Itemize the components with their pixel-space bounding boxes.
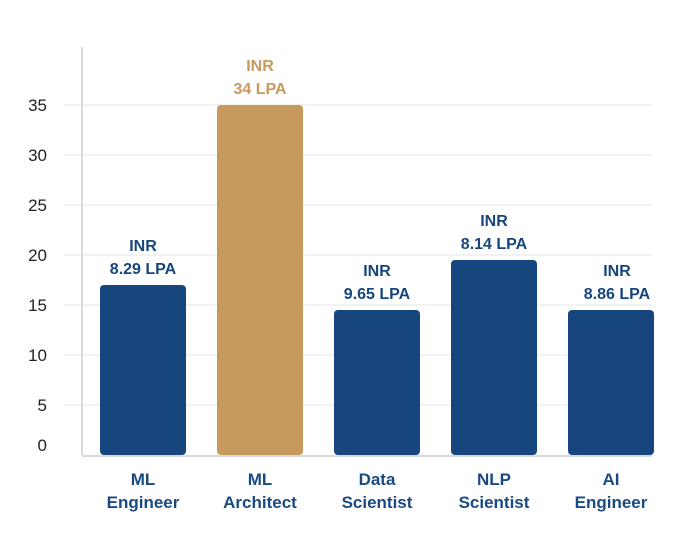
bar (334, 310, 420, 455)
bar-data-label: INR (480, 213, 508, 230)
x-tick-label: Scientist (459, 493, 530, 512)
x-axis-categories: ML Engineer ML Architect Data Scientist NLP Sci… (107, 470, 648, 512)
y-tick-label: 5 (38, 396, 47, 415)
x-tick-label: Engineer (575, 493, 648, 512)
bar-data-label: INR (129, 238, 157, 255)
y-tick-label: 35 (28, 96, 47, 115)
bar-data-label: INR (246, 58, 274, 75)
bar-data-label: INR (603, 263, 631, 280)
bar (217, 105, 303, 455)
bar (451, 260, 537, 455)
x-tick-label: ML (131, 470, 156, 489)
y-tick-label: 0 (38, 436, 47, 455)
bars (100, 105, 654, 455)
x-tick-label: Architect (223, 493, 297, 512)
x-tick-label: NLP (477, 470, 511, 489)
x-tick-label: AI (603, 470, 620, 489)
bar-data-label: INR (363, 263, 391, 280)
x-tick-label: Scientist (342, 493, 413, 512)
bar-data-label: 8.14 LPA (461, 236, 528, 253)
data-labels: INR 8.29 LPA INR 34 LPA INR 9.65 LPA INR 8.14 L… (110, 58, 651, 303)
bar-data-label: 34 LPA (233, 81, 287, 98)
x-tick-label: ML (248, 470, 273, 489)
y-tick-label: 15 (28, 296, 47, 315)
y-tick-label: 30 (28, 146, 47, 165)
bar (568, 310, 654, 455)
bar-data-label: 8.86 LPA (584, 286, 651, 303)
y-tick-label: 10 (28, 346, 47, 365)
bar-data-label: 8.29 LPA (110, 261, 177, 278)
bar-data-label: 9.65 LPA (344, 286, 411, 303)
x-tick-label: Data (359, 470, 396, 489)
bar (100, 285, 186, 455)
y-tick-label: 25 (28, 196, 47, 215)
x-tick-label: Engineer (107, 493, 180, 512)
y-tick-label: 20 (28, 246, 47, 265)
y-axis-ticks: 0 5 10 15 20 25 30 35 (28, 96, 47, 455)
